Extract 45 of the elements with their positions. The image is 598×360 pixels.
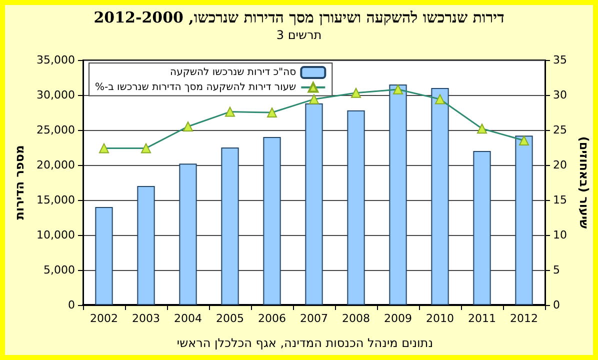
y-tick-label: 30,000 bbox=[36, 88, 75, 102]
x-tick-label: 2012 bbox=[510, 312, 538, 325]
bar bbox=[473, 151, 491, 305]
y2-tick-label: 15 bbox=[553, 194, 567, 206]
legend-label: סה"כ דירות שנרכשו להשקעה bbox=[170, 67, 296, 78]
bar bbox=[179, 164, 197, 305]
y-tick-label: 0 bbox=[68, 298, 75, 312]
x-tick-label: 2005 bbox=[216, 312, 244, 325]
y2-tick-label: 20 bbox=[553, 158, 567, 172]
legend-label: שעור דירות להשקעה מסך הדירות שנרכשו ב-% bbox=[94, 82, 296, 93]
y-tick-label: 25,000 bbox=[36, 124, 75, 136]
bar bbox=[389, 84, 407, 305]
chart-subtitle: תרשים 3 bbox=[276, 28, 322, 42]
bar bbox=[263, 137, 281, 305]
y2-tick-label: 25 bbox=[553, 124, 567, 136]
y2-tick-label: 30 bbox=[553, 88, 567, 102]
y-tick-label: 10,000 bbox=[36, 228, 75, 242]
y2-tick-label: 5 bbox=[553, 264, 560, 276]
x-tick-label: 2003 bbox=[132, 312, 160, 325]
bar bbox=[95, 207, 113, 305]
x-tick-label: 2010 bbox=[426, 312, 454, 325]
y2-axis-title: שיעור (באחוזים) bbox=[576, 136, 591, 229]
bar bbox=[137, 186, 155, 305]
y-tick-label: 35,000 bbox=[36, 54, 75, 66]
bar bbox=[221, 148, 239, 305]
y2-tick-label: 10 bbox=[553, 228, 567, 242]
x-tick-label: 2007 bbox=[300, 312, 328, 325]
x-tick-label: 2006 bbox=[258, 312, 286, 325]
y-axis-title: מספר הדירות bbox=[12, 145, 27, 220]
y2-tick-label: 35 bbox=[553, 54, 567, 66]
text: נתונים מינהל הכנסות המדינה, אגף הכלכלן הראשי bbox=[176, 336, 434, 350]
y-tick-label: 20,000 bbox=[36, 158, 75, 172]
x-tick-label: 2008 bbox=[342, 312, 370, 325]
bar bbox=[431, 88, 449, 305]
y-tick-label: 15,000 bbox=[36, 194, 75, 206]
bar bbox=[347, 110, 365, 305]
x-tick-label: 2011 bbox=[468, 312, 496, 325]
x-tick-label: 2009 bbox=[384, 312, 412, 325]
bar bbox=[515, 136, 533, 305]
y2-tick-label: 0 bbox=[553, 298, 560, 312]
y-tick-label: 5,000 bbox=[44, 264, 75, 276]
chart-title: דירות שנרכשו להשקעה ושיעורן מסך הדירות שנרכשו, 2012-2000 bbox=[94, 8, 504, 26]
x-tick-label: 2002 bbox=[90, 312, 118, 325]
bar bbox=[305, 103, 323, 305]
x-tick-label: 2004 bbox=[174, 312, 202, 325]
